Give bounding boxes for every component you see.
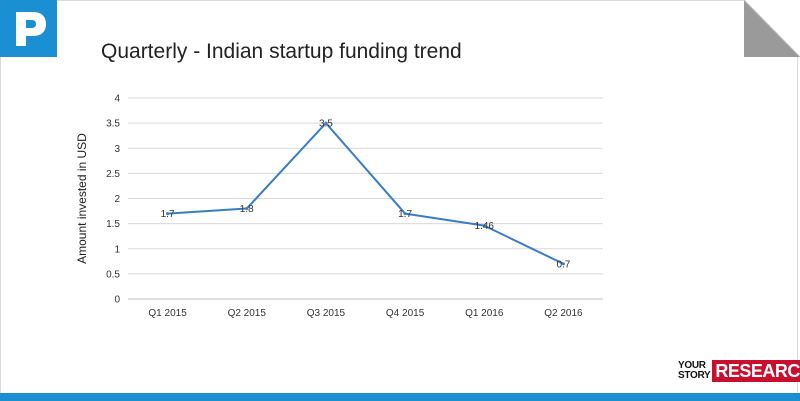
- brand-logo: [0, 0, 57, 57]
- x-tick-label: Q3 2015: [307, 308, 346, 319]
- y-axis-title: Amount invested in USD: [75, 133, 89, 264]
- x-tick-label: Q2 2016: [544, 308, 583, 319]
- data-point: [482, 224, 486, 228]
- y-tick-label: 0.5: [106, 269, 120, 280]
- x-tick-label: Q4 2015: [386, 308, 425, 319]
- bottom-bar: [0, 393, 800, 401]
- data-label: 1.7: [161, 209, 175, 220]
- y-tick-label: 1.5: [106, 219, 120, 230]
- data-point: [324, 121, 328, 125]
- series-line: [167, 122, 564, 265]
- data-point: [561, 262, 565, 266]
- brand-research-text: RESEARCH: [712, 360, 800, 382]
- data-point: [403, 212, 407, 216]
- data-label: 0.7: [556, 259, 570, 270]
- data-point: [245, 207, 249, 211]
- data-point: [166, 212, 170, 216]
- p-logo-icon: [16, 12, 46, 46]
- y-tick-label: 1: [114, 244, 120, 255]
- brand-line1: YOUR: [678, 360, 706, 371]
- y-tick-label: 2.5: [106, 169, 120, 180]
- brand-line2: STORY: [678, 370, 711, 381]
- x-tick-label: Q1 2016: [465, 308, 504, 319]
- y-tick-label: 2: [114, 194, 120, 205]
- page-curl-icon: [744, 0, 800, 57]
- brand-small-text: YOUR STORY: [678, 360, 711, 381]
- x-tick-label: Q2 2015: [228, 308, 267, 319]
- x-tick-label: Q1 2015: [148, 308, 187, 319]
- y-tick-label: 3: [114, 144, 120, 155]
- data-label: 1.46: [475, 221, 495, 232]
- slide-title: Quarterly - Indian startup funding trend: [101, 40, 462, 63]
- y-tick-label: 3.5: [106, 119, 120, 130]
- yourstory-research-logo: YOUR STORY RESEARCH: [678, 358, 800, 384]
- data-label: 1.8: [240, 204, 254, 215]
- data-label: 1.7: [398, 209, 412, 220]
- data-label: 3.5: [319, 119, 333, 130]
- y-tick-label: 4: [114, 94, 120, 105]
- y-tick-label: 0: [114, 295, 120, 306]
